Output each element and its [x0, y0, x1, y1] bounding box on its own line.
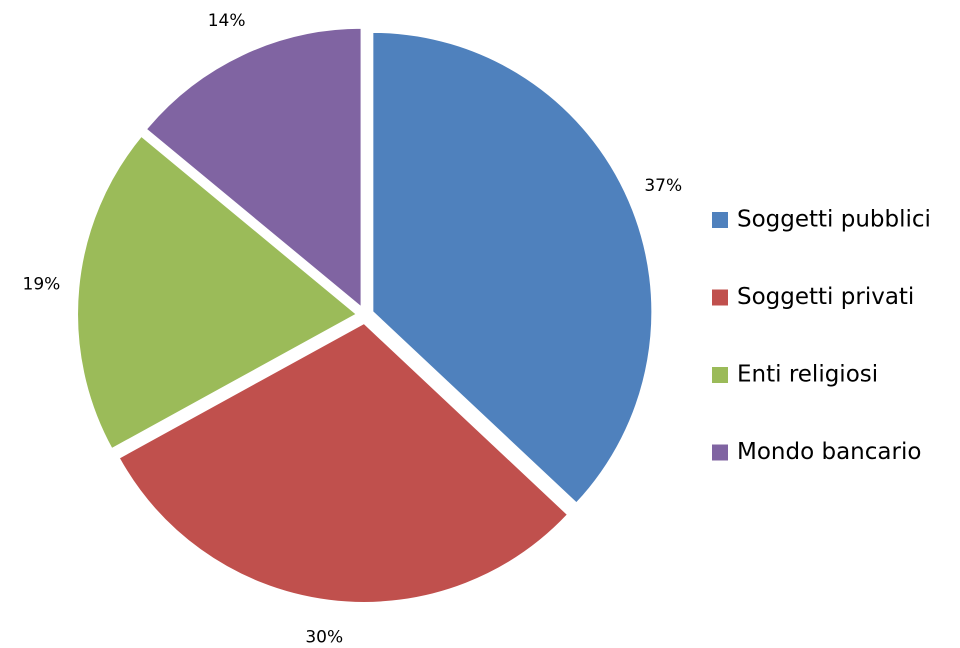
- legend-label: Mondo bancario: [737, 439, 921, 465]
- legend-swatch: [712, 367, 728, 383]
- data-label: 14%: [208, 11, 246, 31]
- pie-slice: [371, 30, 654, 505]
- legend-swatch: [712, 444, 728, 461]
- data-label: 30%: [305, 627, 343, 647]
- pie-slice: [76, 134, 359, 451]
- data-label: 37%: [644, 176, 682, 196]
- legend-label: Soggetti privati: [737, 284, 914, 310]
- legend-swatch: [712, 212, 728, 228]
- legend-swatch: [712, 289, 728, 306]
- pie-slice: [117, 321, 570, 604]
- data-label: 19%: [23, 274, 61, 294]
- legend-label: Enti religiosi: [737, 362, 878, 388]
- pie-slice: [144, 26, 363, 310]
- legend-label: Soggetti pubblici: [737, 207, 931, 233]
